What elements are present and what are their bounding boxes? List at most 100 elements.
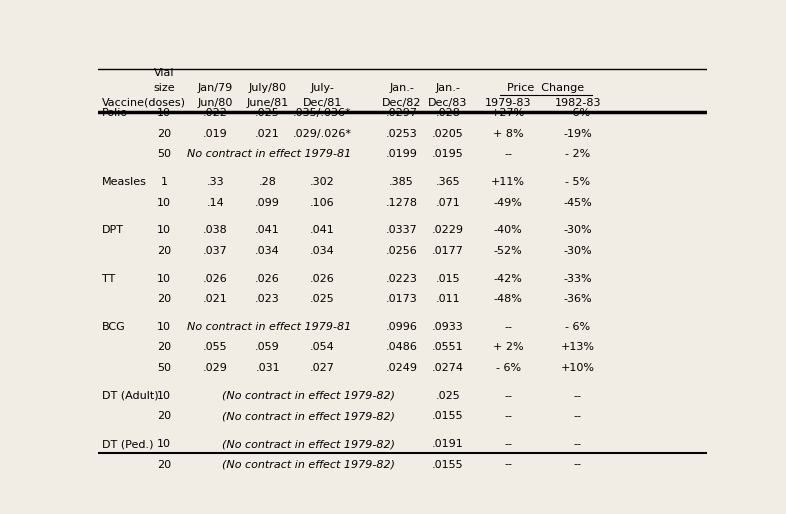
Text: .0199: .0199 [386,149,417,159]
Text: 50: 50 [157,363,171,373]
Text: .0551: .0551 [432,342,464,353]
Text: .023: .023 [255,294,280,304]
Text: -30%: -30% [564,246,592,256]
Text: 10: 10 [157,391,171,401]
Text: -52%: -52% [494,246,523,256]
Text: (No contract in effect 1979-82): (No contract in effect 1979-82) [222,391,395,401]
Text: Jan/79: Jan/79 [197,83,233,93]
Text: size: size [153,83,174,93]
Text: + 2%: + 2% [493,342,523,353]
Text: .0256: .0256 [386,246,417,256]
Text: .0223: .0223 [386,273,417,284]
Text: .041: .041 [310,225,335,235]
Text: .034: .034 [310,246,335,256]
Text: 20: 20 [157,246,171,256]
Text: --: -- [504,411,512,421]
Text: --: -- [574,439,582,449]
Text: .034: .034 [255,246,280,256]
Text: .038: .038 [203,225,228,235]
Text: 50: 50 [157,149,171,159]
Text: .0996: .0996 [386,322,417,332]
Text: -42%: -42% [494,273,523,284]
Text: .055: .055 [203,342,227,353]
Text: 10: 10 [157,273,171,284]
Text: .365: .365 [435,177,461,187]
Text: 20: 20 [157,294,171,304]
Text: .0933: .0933 [432,322,464,332]
Text: Dec/81: Dec/81 [303,98,342,107]
Text: .019: .019 [203,128,228,139]
Text: .026: .026 [255,273,280,284]
Text: .021: .021 [203,294,228,304]
Text: .302: .302 [310,177,335,187]
Text: -40%: -40% [494,225,523,235]
Text: - 6%: - 6% [565,108,590,118]
Text: .037: .037 [203,246,228,256]
Text: - 6%: - 6% [496,363,521,373]
Text: .022: .022 [203,108,228,118]
Text: (No contract in effect 1979-82): (No contract in effect 1979-82) [222,439,395,449]
Text: 1982-83: 1982-83 [554,98,601,107]
Text: .031: .031 [255,363,280,373]
Text: 10: 10 [157,322,171,332]
Text: .059: .059 [255,342,280,353]
Text: Polio: Polio [102,108,128,118]
Text: No contract in effect 1979-81: No contract in effect 1979-81 [187,149,351,159]
Text: (doses): (doses) [144,98,185,107]
Text: - 2%: - 2% [565,149,590,159]
Text: .027: .027 [310,363,335,373]
Text: 10: 10 [157,197,171,208]
Text: .0229: .0229 [432,225,464,235]
Text: +13%: +13% [560,342,595,353]
Text: .035/.036*: .035/.036* [293,108,351,118]
Text: .025: .025 [435,391,461,401]
Text: .106: .106 [310,197,335,208]
Text: --: -- [504,460,512,470]
Text: Jan.-: Jan.- [389,83,414,93]
Text: 10: 10 [157,225,171,235]
Text: .1278: .1278 [386,197,417,208]
Text: --: -- [504,149,512,159]
Text: .0191: .0191 [432,439,464,449]
Text: .026: .026 [203,273,228,284]
Text: BCG: BCG [102,322,126,332]
Text: --: -- [574,391,582,401]
Text: .0253: .0253 [386,128,417,139]
Text: Jun/80: Jun/80 [197,98,233,107]
Text: -49%: -49% [494,197,523,208]
Text: .029/.026*: .029/.026* [293,128,352,139]
Text: 10: 10 [157,108,171,118]
Text: (No contract in effect 1979-82): (No contract in effect 1979-82) [222,411,395,421]
Text: 10: 10 [157,439,171,449]
Text: +27%: +27% [491,108,525,118]
Text: Dec/83: Dec/83 [428,98,468,107]
Text: July-: July- [310,83,334,93]
Text: .015: .015 [435,273,461,284]
Text: Vaccine: Vaccine [102,98,145,107]
Text: 1979-83: 1979-83 [485,98,531,107]
Text: No contract in effect 1979-81: No contract in effect 1979-81 [187,322,351,332]
Text: .099: .099 [255,197,280,208]
Text: .0173: .0173 [386,294,417,304]
Text: .0337: .0337 [386,225,417,235]
Text: .0249: .0249 [386,363,417,373]
Text: 20: 20 [157,411,171,421]
Text: .33: .33 [207,177,224,187]
Text: 20: 20 [157,128,171,139]
Text: -36%: -36% [564,294,592,304]
Text: - 6%: - 6% [565,322,590,332]
Text: - 5%: - 5% [565,177,590,187]
Text: --: -- [574,411,582,421]
Text: +11%: +11% [491,177,525,187]
Text: Vial: Vial [154,67,174,78]
Text: -30%: -30% [564,225,592,235]
Text: June/81: June/81 [247,98,288,107]
Text: .071: .071 [435,197,461,208]
Text: -19%: -19% [564,128,592,139]
Text: .0177: .0177 [432,246,464,256]
Text: July/80: July/80 [248,83,287,93]
Text: .041: .041 [255,225,280,235]
Text: .0205: .0205 [432,128,464,139]
Text: (No contract in effect 1979-82): (No contract in effect 1979-82) [222,460,395,470]
Text: .0297: .0297 [386,108,417,118]
